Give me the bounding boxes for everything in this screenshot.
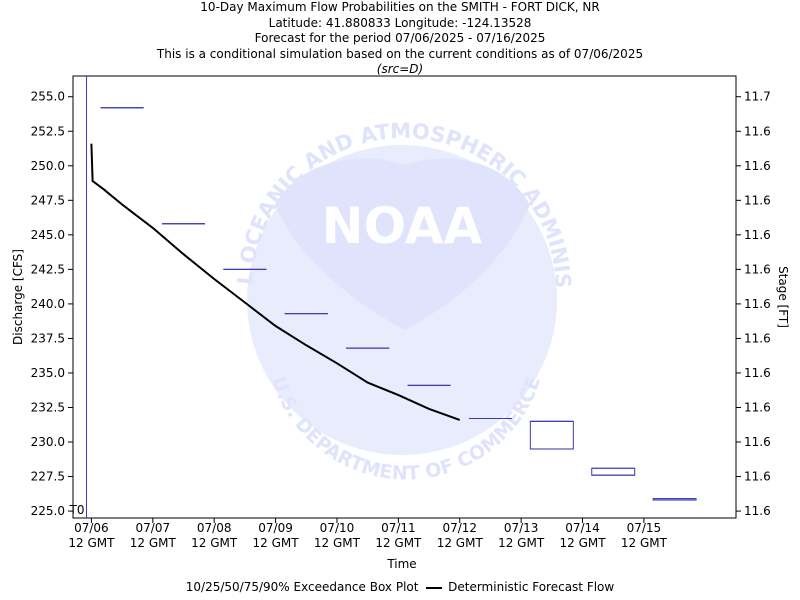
deterministic-forecast-series [90, 143, 461, 421]
x-tick-time-label: 12 GMT [621, 536, 668, 550]
y2-tick-label: 11.6 [744, 159, 771, 173]
watermark-noaa-text: NOAA [322, 197, 483, 255]
legend-line-label: Deterministic Forecast Flow [448, 580, 615, 594]
y2-tick-label: 11.6 [744, 193, 771, 207]
y-tick-label: 232.5 [31, 401, 65, 415]
chart-condition-note: This is a conditional simulation based o… [156, 46, 644, 61]
y-tick-label: 240.0 [31, 297, 65, 311]
x-tick-time-label: 12 GMT [253, 536, 300, 550]
x-axis-title: Time [386, 557, 416, 571]
y-tick-label: 230.0 [31, 435, 65, 449]
x-tick-date-label: 07/13 [504, 521, 539, 535]
y-tick-label: 252.5 [31, 124, 65, 138]
boxplot-series [100, 107, 697, 501]
boxplot [652, 498, 697, 501]
x-tick-time-label: 12 GMT [498, 536, 545, 550]
x-tick-time-label: 12 GMT [314, 536, 361, 550]
x-tick-time-label: 12 GMT [191, 536, 238, 550]
deterministic-forecast-line [90, 143, 461, 421]
x-tick-date-label: 07/15 [627, 521, 662, 535]
y-tick-label: 255.0 [31, 90, 65, 104]
x-tick-time-label: 12 GMT [130, 536, 177, 550]
y2-tick-label: 11.6 [744, 401, 771, 415]
y-axis-title: Discharge [CFS] [11, 249, 25, 345]
x-tick-date-label: 07/07 [136, 521, 171, 535]
watermark-bird-shape [275, 158, 530, 330]
legend-boxplot-label: 10/25/50/75/90% Exceedance Box Plot [185, 580, 419, 594]
x-tick-date-label: 07/11 [381, 521, 416, 535]
t0-marker: T0 [69, 76, 88, 518]
boxplot [529, 420, 574, 450]
y-tick-label: 227.5 [31, 470, 65, 484]
x-tick-date-label: 07/08 [197, 521, 232, 535]
y2-tick-label: 11.6 [744, 470, 771, 484]
x-tick-date-label: 07/09 [258, 521, 293, 535]
y2-tick-label: 11.6 [744, 331, 771, 345]
x-tick-time-label: 12 GMT [375, 536, 422, 550]
chart-period: Forecast for the period 07/06/2025 - 07/… [254, 31, 546, 45]
legend-line-swatch [426, 586, 443, 589]
y-axis-left: 225.0 227.5 230.0 232.5 235.0 237.5 240.0 242.5… [31, 90, 73, 518]
plot-area-frame [72, 75, 737, 519]
y2-axis-title: Stage [FT] [776, 266, 790, 328]
x-tick-time-label: 12 GMT [68, 536, 115, 550]
boxplot [591, 467, 636, 476]
x-tick-time-label: 12 GMT [437, 536, 484, 550]
boxplot-box [591, 467, 636, 476]
y2-tick-label: 11.6 [744, 504, 771, 518]
y2-tick-label: 11.7 [744, 90, 771, 104]
t0-label: T0 [69, 503, 85, 517]
y2-tick-label: 11.6 [744, 435, 771, 449]
y-axis-right: 11.6 11.6 11.6 11.6 11.6 11.6 11.6 11.6 11.6 11.6… [736, 90, 771, 518]
boxplot-box [529, 420, 574, 450]
x-tick-date-label: 07/06 [74, 521, 109, 535]
y-tick-label: 250.0 [31, 159, 65, 173]
y-tick-label: 245.0 [31, 228, 65, 242]
y-tick-label: 235.0 [31, 366, 65, 380]
x-tick-date-label: 07/12 [442, 521, 477, 535]
chart-title: 10-Day Maximum Flow Probabilities on the… [200, 0, 600, 14]
y2-tick-label: 11.6 [744, 228, 771, 242]
y-tick-label: 237.5 [31, 331, 65, 345]
y-tick-label: 225.0 [31, 504, 65, 518]
x-tick-time-label: 12 GMT [559, 536, 606, 550]
chart-title-block: 10-Day Maximum Flow Probabilities on the… [0, 0, 800, 78]
x-tick-date-label: 07/14 [565, 521, 600, 535]
y-tick-label: 242.5 [31, 262, 65, 276]
y2-tick-label: 11.6 [744, 262, 771, 276]
y-tick-label: 247.5 [31, 193, 65, 207]
x-tick-date-label: 07/10 [320, 521, 355, 535]
chart-legend: 10/25/50/75/90% Exceedance Box Plot Dete… [0, 580, 800, 594]
y2-tick-label: 11.6 [744, 124, 771, 138]
chart-location: Latitude: 41.880833 Longitude: -124.1352… [268, 15, 532, 30]
chart-source-note: (src=D) [376, 62, 424, 76]
y2-tick-label: 11.6 [744, 366, 771, 380]
y2-tick-label: 11.6 [744, 297, 771, 311]
